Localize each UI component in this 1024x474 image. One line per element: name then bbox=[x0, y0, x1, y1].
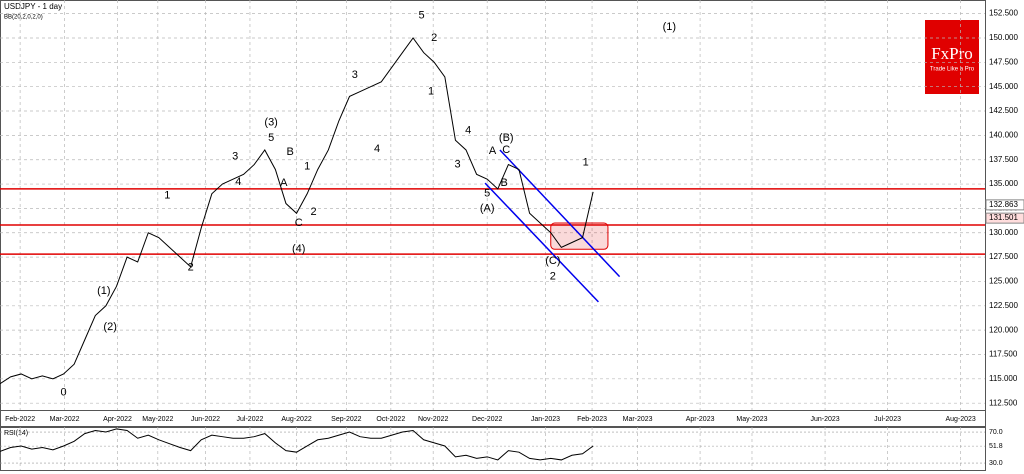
x-tick-label: Aug-2022 bbox=[281, 416, 311, 423]
x-tick-label: Feb-2023 bbox=[577, 416, 607, 423]
y-tick-label: 135.000 bbox=[989, 179, 1018, 188]
wave-label: (B) bbox=[499, 132, 514, 144]
x-tick-label: Apr-2022 bbox=[103, 416, 132, 423]
y-tick-label: 137.500 bbox=[989, 155, 1018, 164]
y-tick-label: 152.500 bbox=[989, 9, 1018, 18]
logo-tagline: Trade Like a Pro bbox=[930, 67, 975, 73]
x-axis-band bbox=[0, 410, 986, 427]
x-tick-label: Nov-2022 bbox=[418, 416, 448, 423]
wave-label: B bbox=[287, 146, 294, 158]
x-tick-label: Oct-2022 bbox=[376, 416, 405, 423]
wave-label: 4 bbox=[465, 124, 471, 136]
x-tick-label: Jul-2023 bbox=[874, 416, 901, 423]
panel-frame bbox=[0, 427, 986, 471]
x-tick-label: Jun-2023 bbox=[810, 416, 839, 423]
wave-label: C bbox=[502, 144, 510, 156]
wave-label: 5 bbox=[268, 132, 274, 144]
x-tick-label: Dec-2022 bbox=[472, 416, 502, 423]
y-tick-label: 140.000 bbox=[989, 130, 1018, 139]
y-tick-label: 125.000 bbox=[989, 277, 1018, 286]
y-tick-label: 120.000 bbox=[989, 325, 1018, 334]
wave-label: 5 bbox=[484, 188, 490, 200]
rsi-title: RSI(14) bbox=[4, 430, 28, 437]
price-label: 132.863 bbox=[989, 200, 1018, 209]
wave-label: (C) bbox=[545, 255, 560, 267]
wave-label: 2 bbox=[550, 270, 556, 282]
price-label-box bbox=[985, 212, 1024, 224]
wave-label: 4 bbox=[374, 143, 380, 155]
y-tick-label: 122.500 bbox=[989, 301, 1018, 310]
x-tick-label: Apr-2023 bbox=[686, 416, 715, 423]
y-tick-label: 117.500 bbox=[989, 350, 1018, 359]
y-tick-label: 51.8 bbox=[989, 443, 1003, 450]
logo-brand: FxPro bbox=[931, 44, 973, 63]
wave-label: (4) bbox=[292, 243, 305, 255]
wave-label: (A) bbox=[480, 202, 495, 214]
y-tick-label: 70.0 bbox=[989, 429, 1003, 436]
wave-label: 2 bbox=[310, 206, 316, 218]
x-tick-label: Feb-2022 bbox=[5, 416, 35, 423]
zone bbox=[550, 222, 609, 250]
x-tick-label: Jan-2023 bbox=[531, 416, 560, 423]
price-label: 131.501 bbox=[989, 213, 1018, 222]
y-tick-label: 127.500 bbox=[989, 252, 1018, 261]
wave-label: 3 bbox=[454, 158, 460, 170]
price-label-box bbox=[985, 199, 1024, 211]
wave-label: 1 bbox=[164, 190, 170, 202]
logo-box bbox=[925, 20, 979, 94]
chart-title: USDJPY - 1 day bbox=[4, 2, 62, 11]
y-tick-label: 145.000 bbox=[989, 82, 1018, 91]
wave-label: 2 bbox=[188, 262, 194, 274]
wave-label: A bbox=[280, 177, 288, 189]
channel-line bbox=[484, 182, 599, 303]
x-tick-label: May-2023 bbox=[736, 416, 767, 423]
wave-label: (3) bbox=[264, 117, 277, 129]
price-line bbox=[0, 37, 594, 385]
wave-label: 3 bbox=[232, 151, 238, 163]
wave-label: (1) bbox=[97, 285, 110, 297]
y-tick-label: 112.500 bbox=[989, 398, 1018, 407]
wave-label: (1) bbox=[663, 21, 676, 33]
wave-label: 0 bbox=[60, 386, 66, 398]
wave-label: C bbox=[295, 217, 303, 229]
wave-label: 5 bbox=[418, 9, 424, 21]
y-tick-label: 130.000 bbox=[989, 228, 1018, 237]
y-tick-label: 30.0 bbox=[989, 460, 1003, 467]
wave-label: (2) bbox=[103, 321, 116, 333]
y-tick-label: 150.000 bbox=[989, 33, 1018, 42]
y-tick-label: 142.500 bbox=[989, 106, 1018, 115]
wave-label: 4 bbox=[235, 176, 241, 188]
wave-label: 1 bbox=[428, 85, 434, 97]
x-tick-label: Aug-2023 bbox=[945, 416, 975, 423]
chart-subtitle: BB(20,2,0,2,0) bbox=[4, 15, 43, 21]
wave-label: B bbox=[500, 177, 507, 189]
wave-label: 1 bbox=[304, 160, 310, 172]
x-tick-label: May-2022 bbox=[142, 416, 173, 423]
y-tick-label: 147.500 bbox=[989, 57, 1018, 66]
x-tick-label: Jul-2022 bbox=[237, 416, 264, 423]
x-tick-label: Mar-2022 bbox=[50, 416, 80, 423]
x-tick-label: Sep-2022 bbox=[331, 416, 361, 423]
price-line bbox=[0, 428, 594, 461]
wave-label: A bbox=[489, 145, 497, 157]
y-tick-label: 115.000 bbox=[989, 374, 1018, 383]
wave-label: 2 bbox=[431, 32, 437, 44]
x-tick-label: Mar-2023 bbox=[623, 416, 653, 423]
x-tick-label: Jun-2022 bbox=[191, 416, 220, 423]
wave-label: 1 bbox=[583, 157, 589, 169]
wave-label: 3 bbox=[352, 69, 358, 81]
